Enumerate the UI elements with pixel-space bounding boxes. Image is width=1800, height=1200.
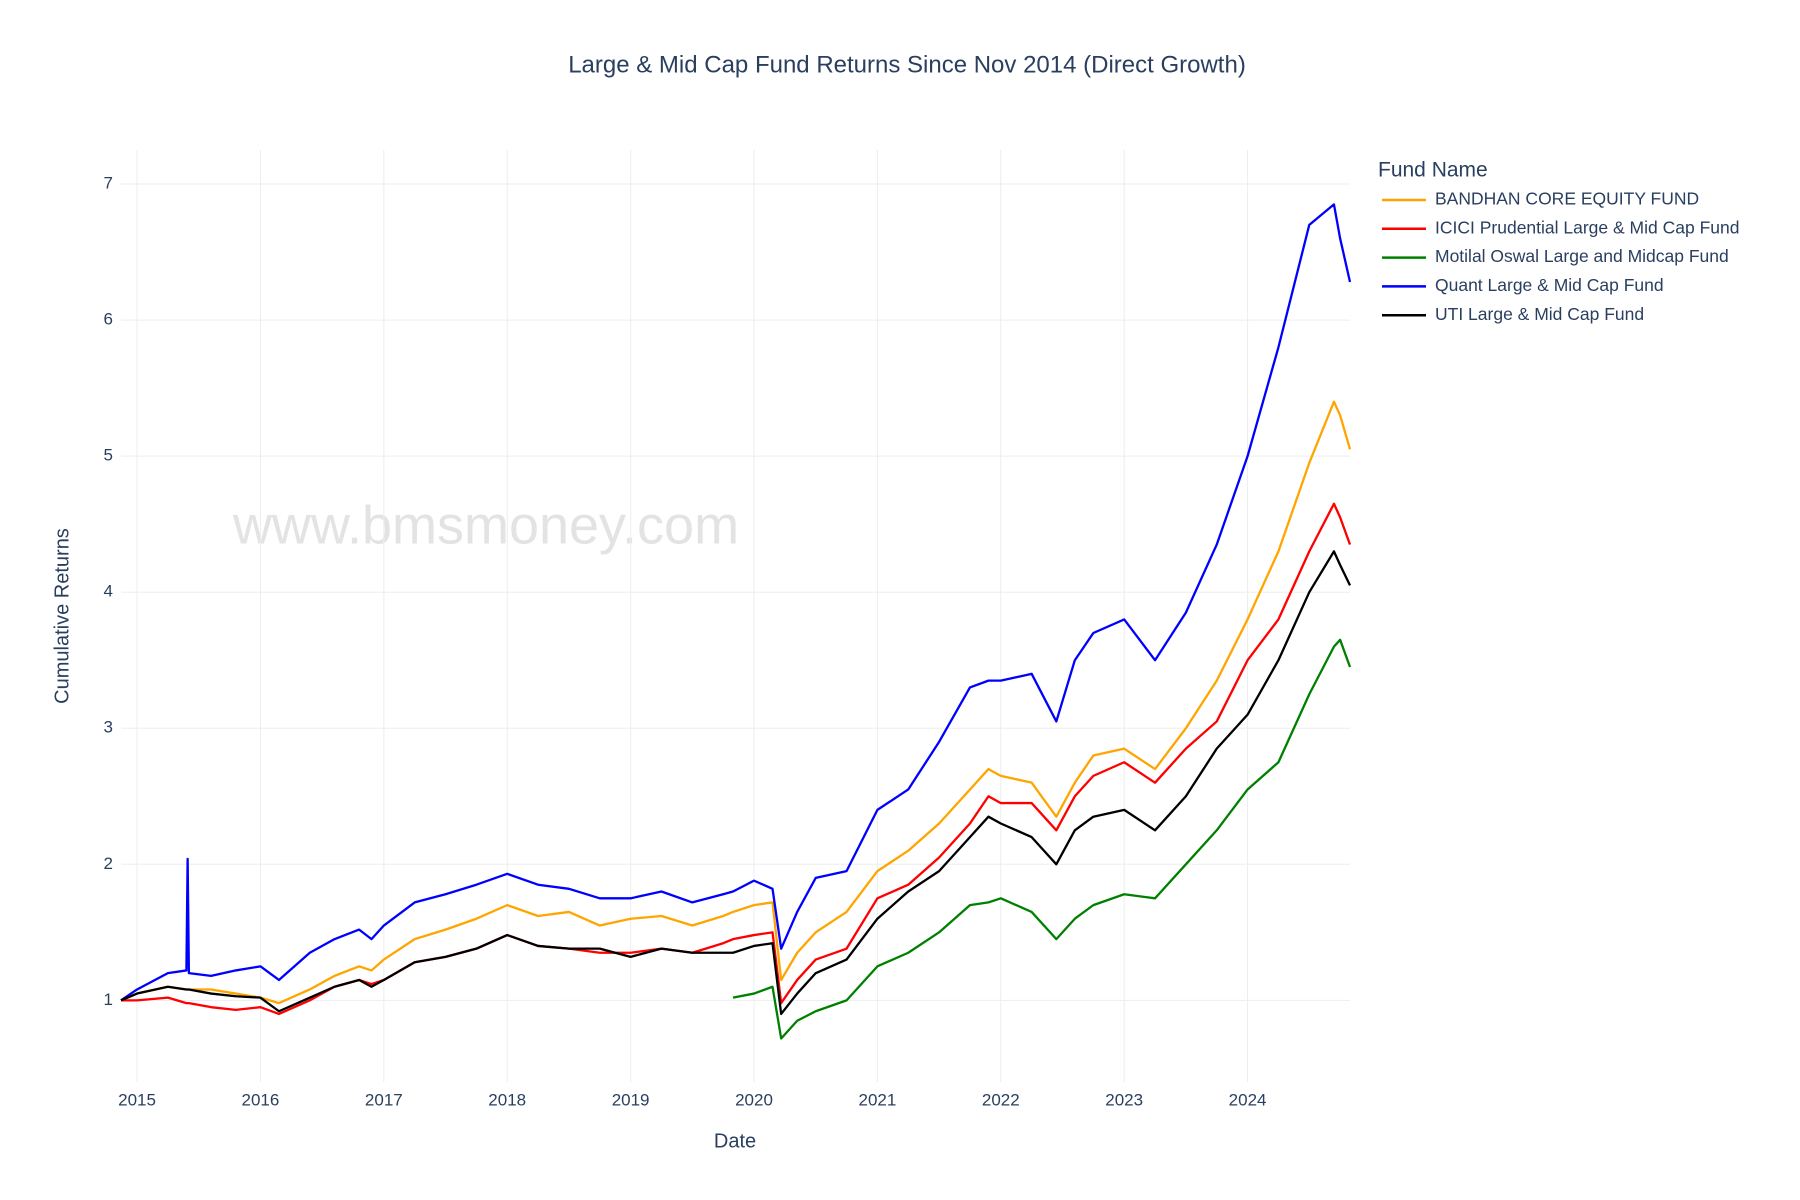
- legend-title: Fund Name: [1378, 159, 1488, 182]
- x-tick-label: 2020: [735, 1090, 773, 1109]
- x-tick-label: 2021: [858, 1090, 896, 1109]
- y-tick-label: 2: [104, 854, 113, 873]
- y-tick-label: 4: [104, 582, 113, 601]
- legend-label: ICICI Prudential Large & Mid Cap Fund: [1435, 217, 1739, 237]
- y-tick-label: 1: [104, 990, 113, 1009]
- x-tick-label: 2015: [118, 1090, 156, 1109]
- chart-title: Large & Mid Cap Fund Returns Since Nov 2…: [568, 51, 1246, 78]
- x-axis-title: Date: [714, 1130, 756, 1152]
- line-series: [121, 502, 1352, 1016]
- legend-label: Quant Large & Mid Cap Fund: [1435, 275, 1664, 295]
- x-tick-label: 2016: [242, 1090, 280, 1109]
- legend: Fund Name BANDHAN CORE EQUITY FUND ICICI …: [1378, 159, 1739, 324]
- x-tick-label: 2024: [1229, 1090, 1267, 1109]
- y-tick-label: 7: [104, 173, 113, 192]
- line-series: [120, 550, 1352, 1016]
- x-tick-label: 2023: [1105, 1090, 1143, 1109]
- x-tick-label: 2022: [982, 1090, 1020, 1109]
- y-tick-label: 6: [104, 310, 113, 329]
- y-tick-label: 5: [104, 446, 113, 465]
- watermark: www.bmsmoney.com: [232, 495, 739, 555]
- grid: [121, 150, 1350, 1082]
- line-series: [120, 203, 1352, 1002]
- x-tick-label: 2019: [612, 1090, 650, 1109]
- y-axis-title: Cumulative Returns: [51, 528, 73, 704]
- x-tick-label: 2018: [488, 1090, 526, 1109]
- y-tick-label: 3: [104, 718, 113, 737]
- line-series: [732, 638, 1352, 1040]
- legend-label: UTI Large & Mid Cap Fund: [1435, 304, 1644, 324]
- line-series: [120, 400, 1352, 1005]
- x-tick-label: 2017: [365, 1090, 403, 1109]
- legend-label: BANDHAN CORE EQUITY FUND: [1435, 189, 1699, 209]
- legend-label: Motilal Oswal Large and Midcap Fund: [1435, 246, 1729, 266]
